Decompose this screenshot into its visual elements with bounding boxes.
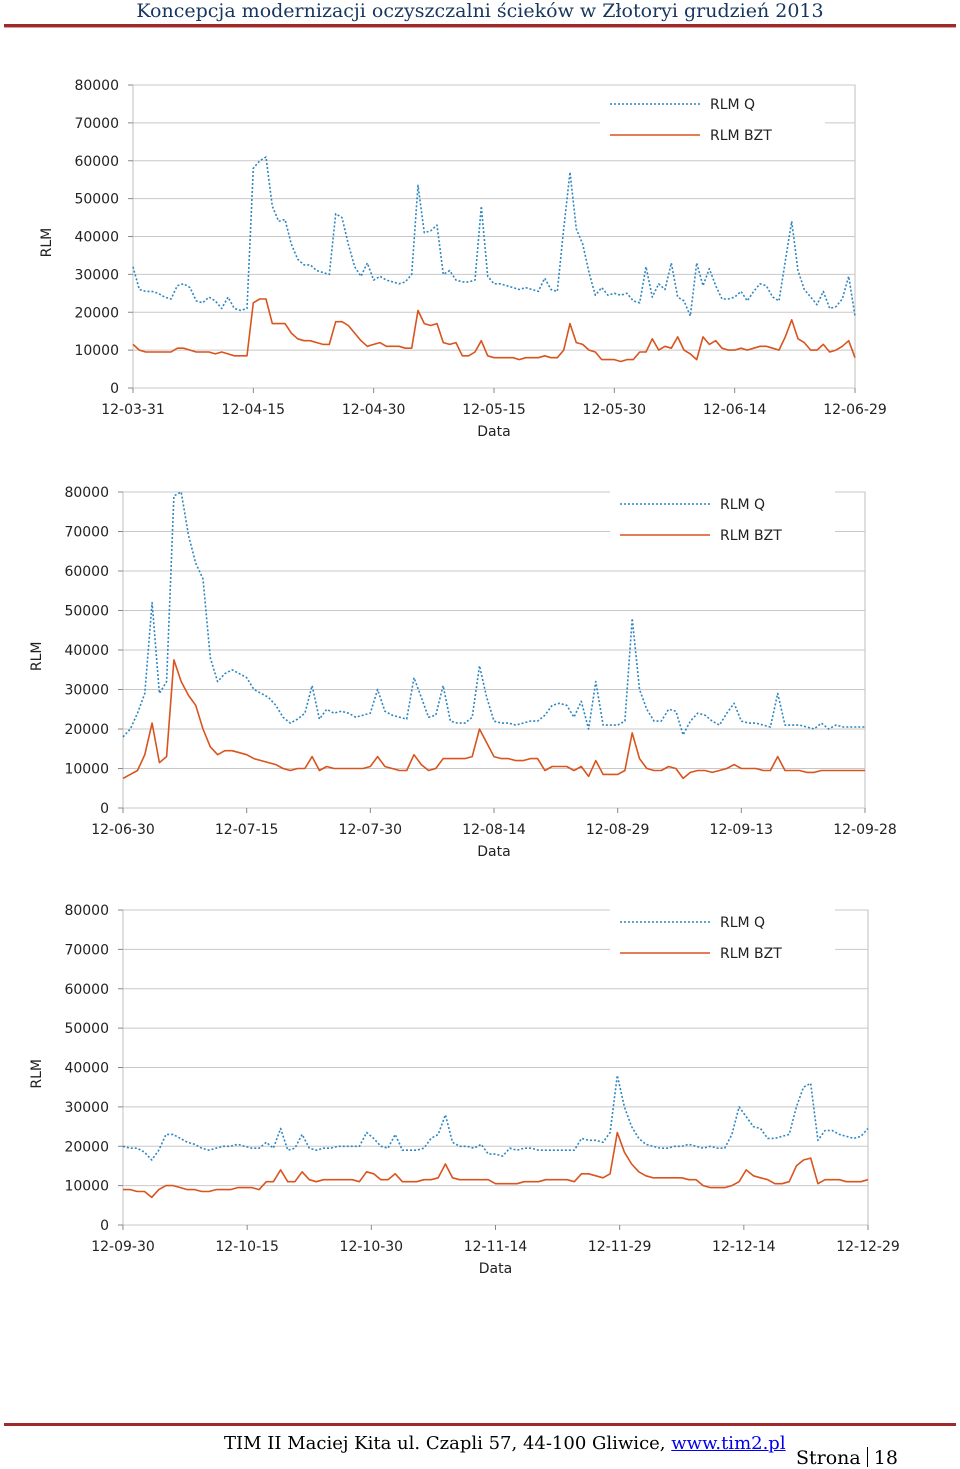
y-tick-label: 20000 [64, 722, 109, 738]
y-axis-label: RLM [29, 642, 45, 672]
x-tick-label: 12-03-31 [101, 402, 165, 418]
page-separator [866, 1447, 868, 1467]
y-tick-label: 70000 [64, 942, 109, 958]
legend-label: RLM Q [720, 915, 765, 931]
y-tick-label: 80000 [64, 485, 109, 501]
y-tick-label: 50000 [74, 192, 119, 208]
y-axis-label: RLM [29, 1059, 45, 1089]
page-number-value: 18 [873, 1447, 898, 1469]
y-tick-label: 30000 [74, 267, 119, 283]
x-tick-label: 12-05-15 [462, 402, 526, 418]
series-line-rlm-q [122, 1074, 869, 1161]
x-axis-label: Data [477, 424, 510, 440]
legend-box [610, 490, 835, 552]
footer-rule [4, 1423, 956, 1426]
y-tick-label: 50000 [64, 604, 109, 620]
legend-box [610, 908, 835, 970]
header-rule [4, 24, 956, 28]
y-tick-label: 30000 [64, 1100, 109, 1116]
x-axis-ticks: 12-06-30 12-07-15 12-07-30 12-08-14 12-08-29… [91, 808, 897, 838]
footer-company-text: TIM II Maciej Kita ul. Czapli 57, 44-100… [224, 1433, 666, 1454]
rlm-chart-3: 80000 70000 60000 50000 40000 30000 20000 10000… [29, 903, 900, 1277]
x-tick-label: 12-06-29 [823, 402, 887, 418]
x-tick-label: 12-12-29 [836, 1239, 900, 1255]
y-tick-label: 40000 [64, 643, 109, 659]
y-tick-label: 50000 [64, 1021, 109, 1037]
series-line-rlm-q [122, 491, 865, 738]
y-tick-label: 80000 [74, 78, 119, 94]
x-axis-label: Data [479, 1261, 512, 1277]
x-tick-label: 12-08-29 [586, 822, 650, 838]
x-axis-label: Data [477, 844, 510, 860]
chart-legend: RLM Q RLM BZT [610, 908, 835, 970]
x-tick-label: 12-11-29 [588, 1239, 652, 1255]
x-tick-label: 12-09-30 [91, 1239, 155, 1255]
chart-series [122, 491, 865, 780]
x-tick-label: 12-09-13 [710, 822, 774, 838]
document-header-title: Koncepcja modernizacji oczyszczalni ście… [136, 0, 824, 22]
y-tick-label: 40000 [74, 230, 119, 246]
x-tick-label: 12-05-30 [583, 402, 647, 418]
x-tick-label: 12-06-30 [91, 822, 155, 838]
y-tick-label: 60000 [64, 564, 109, 580]
chart-legend: RLM Q RLM BZT [610, 490, 835, 552]
y-tick-label: 0 [100, 801, 109, 817]
series-line-rlm-bzt [123, 1131, 869, 1199]
y-tick-label: 60000 [64, 982, 109, 998]
x-axis-ticks: 12-03-31 12-04-15 12-04-30 12-05-15 12-05-30… [101, 388, 887, 418]
chart-series [122, 1074, 869, 1199]
y-tick-label: 20000 [64, 1139, 109, 1155]
y-tick-label: 80000 [64, 903, 109, 919]
x-tick-label: 12-12-14 [712, 1239, 776, 1255]
y-tick-label: 10000 [64, 1179, 109, 1195]
y-tick-label: 10000 [74, 343, 119, 359]
y-tick-label: 40000 [64, 1061, 109, 1077]
y-tick-label: 10000 [64, 762, 109, 778]
y-tick-label: 70000 [74, 116, 119, 132]
series-line-rlm-q [132, 156, 856, 317]
y-axis-ticks: 80000 70000 60000 50000 40000 30000 20000 10000… [64, 485, 123, 817]
footer-website-link[interactable]: www.tim2.pl [671, 1433, 786, 1454]
x-tick-label: 12-11-14 [464, 1239, 528, 1255]
y-axis-label: RLM [39, 228, 55, 258]
x-tick-label: 12-10-30 [340, 1239, 404, 1255]
series-line-rlm-bzt [132, 298, 856, 363]
rlm-chart-2: 80000 70000 60000 50000 40000 30000 20000 10000… [29, 485, 897, 860]
x-tick-label: 12-04-15 [222, 402, 286, 418]
x-tick-label: 12-09-28 [833, 822, 897, 838]
x-tick-label: 12-07-15 [215, 822, 279, 838]
y-tick-label: 30000 [64, 683, 109, 699]
legend-label: RLM Q [720, 497, 765, 513]
x-tick-label: 12-07-30 [339, 822, 403, 838]
y-tick-label: 0 [110, 381, 119, 397]
x-tick-label: 12-10-15 [215, 1239, 279, 1255]
x-tick-label: 12-08-14 [462, 822, 526, 838]
y-tick-label: 70000 [64, 525, 109, 541]
y-tick-label: 0 [100, 1218, 109, 1234]
x-tick-label: 12-04-30 [342, 402, 406, 418]
y-axis-ticks: 80000 70000 60000 50000 40000 30000 20000 10000… [74, 78, 133, 397]
y-axis-ticks: 80000 70000 60000 50000 40000 30000 20000 10000… [64, 903, 123, 1234]
legend-label: RLM BZT [720, 528, 782, 544]
page-number: Strona 18 [796, 1447, 898, 1469]
legend-label: RLM Q [710, 97, 755, 113]
legend-label: RLM BZT [710, 128, 772, 144]
legend-box [600, 90, 825, 152]
footer-address: TIM II Maciej Kita ul. Czapli 57, 44-100… [224, 1433, 786, 1454]
series-line-rlm-bzt [122, 659, 865, 780]
page-label: Strona [796, 1447, 861, 1469]
legend-label: RLM BZT [720, 946, 782, 962]
x-axis-ticks: 12-09-30 12-10-15 12-10-30 12-11-14 12-11-29… [91, 1225, 900, 1255]
rlm-chart-1: 80000 70000 60000 50000 40000 30000 20000 10000… [39, 78, 887, 440]
x-tick-label: 12-06-14 [703, 402, 767, 418]
chart-legend: RLM Q RLM BZT [600, 90, 825, 152]
y-tick-label: 60000 [74, 154, 119, 170]
chart-series [132, 156, 856, 363]
y-tick-label: 20000 [74, 305, 119, 321]
